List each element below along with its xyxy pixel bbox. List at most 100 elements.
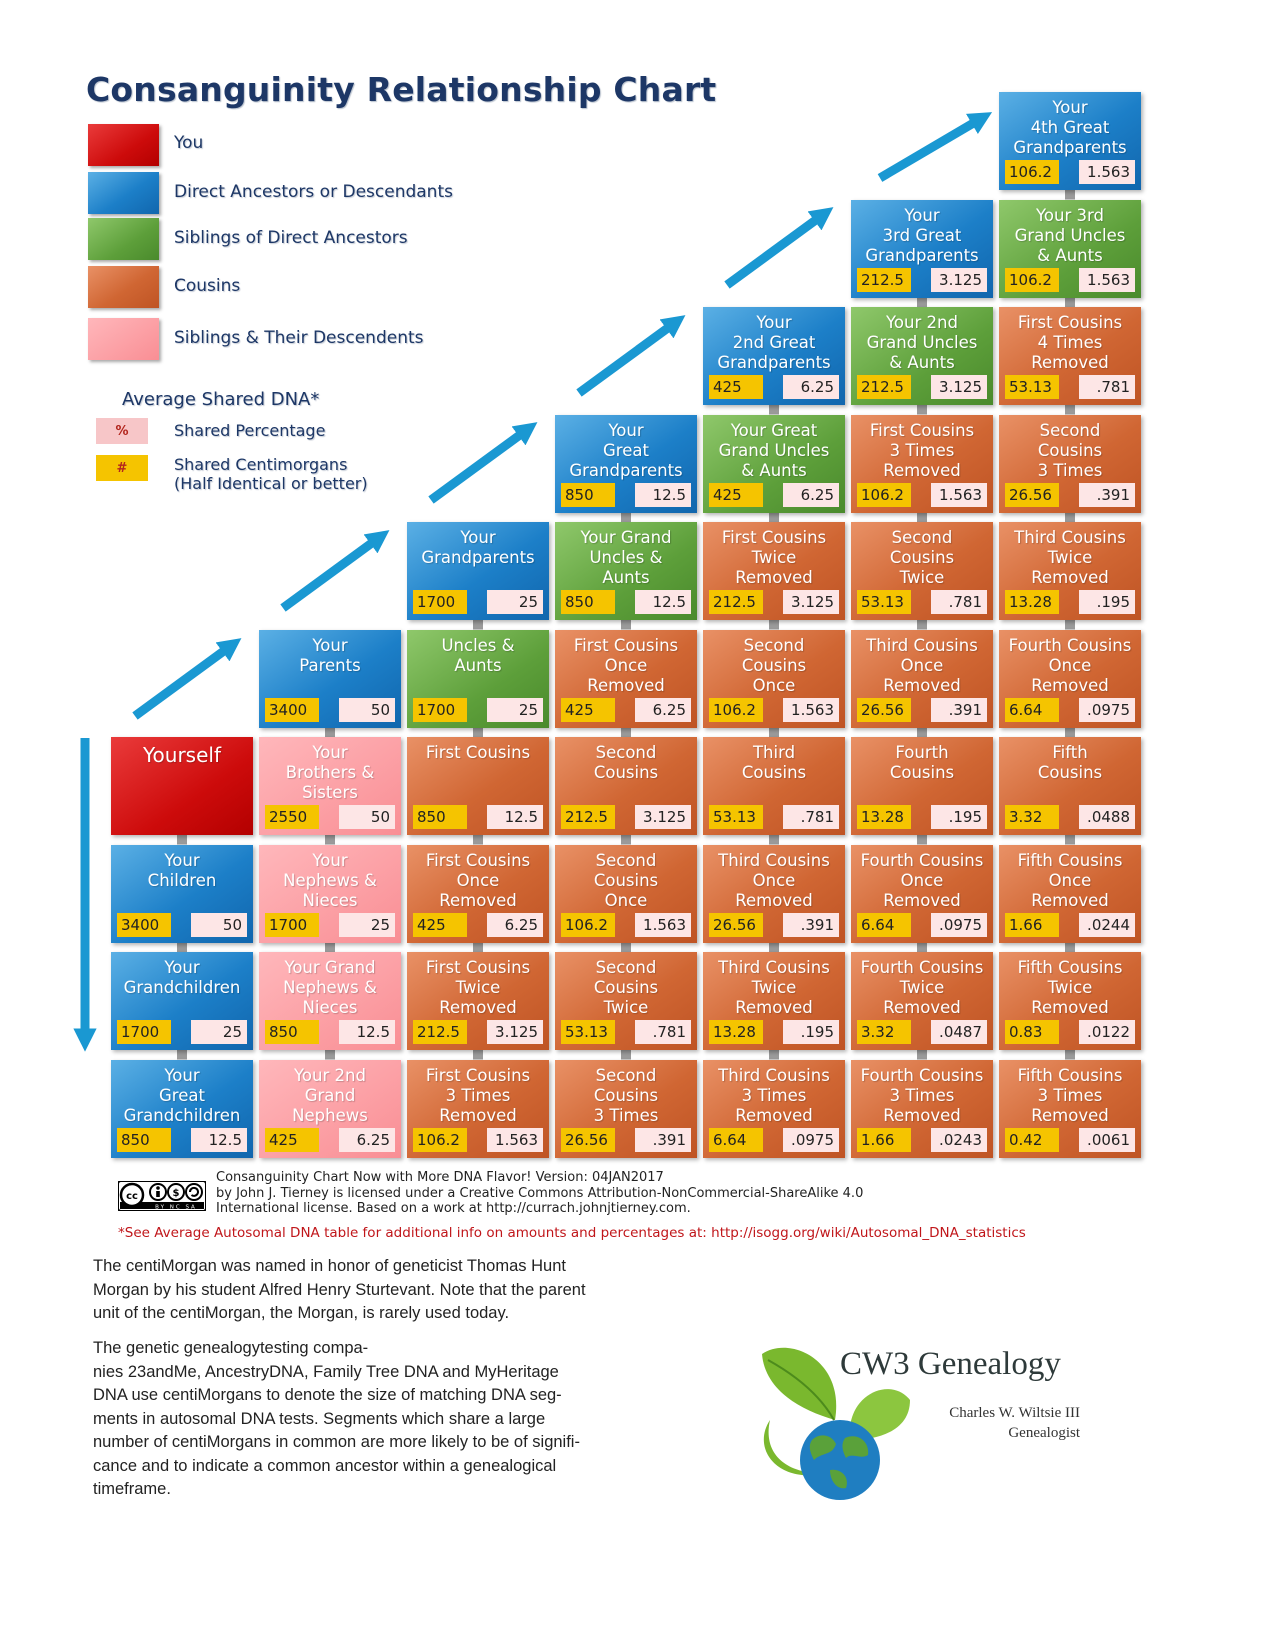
cell-connector <box>769 1050 779 1060</box>
shared-centimorgans-badge: 3.32 <box>1005 805 1059 829</box>
relationship-label: Your Grandparents <box>421 528 535 567</box>
shared-percentage-badge: 25 <box>339 912 395 937</box>
percent-key-label: Shared Percentage <box>174 421 326 440</box>
cell-connector <box>769 942 779 952</box>
relationship-label: Third Cousins Once Removed <box>718 850 830 910</box>
shared-centimorgans-badge: 425 <box>413 912 467 937</box>
relationship-label: Third Cousins Twice Removed <box>1014 528 1126 587</box>
shared-centimorgans-badge: 212.5 <box>857 375 911 399</box>
shared-centimorgans-badge: 1700 <box>413 697 467 722</box>
relationship-cell: Third Cousins 3 Times Removed 6.64 .0975 <box>703 1059 845 1158</box>
shared-centimorgans-badge: 3400 <box>265 697 319 722</box>
shared-percentage-badge: 6.25 <box>339 1127 395 1152</box>
cell-connector <box>473 1050 483 1060</box>
relationship-cell: Third Cousins 53.13 .781 <box>703 737 845 835</box>
shared-centimorgans-badge: 1.66 <box>1005 912 1059 937</box>
shared-centimorgans-badge: 106.2 <box>413 1127 467 1152</box>
relationship-cell: Fifth Cousins 3.32 .0488 <box>999 737 1141 835</box>
relationship-label: Second Cousins Once <box>593 850 659 910</box>
shared-centimorgans-badge: 2550 <box>265 805 319 829</box>
relationship-cell: First Cousins 3 Times Removed 106.2 1.563 <box>851 414 993 513</box>
relationship-cell: Second Cousins Once 106.2 1.563 <box>703 629 845 728</box>
cell-connector <box>621 512 631 522</box>
shared-percentage-badge: 1.563 <box>931 482 987 507</box>
relationship-label: Uncles & Aunts <box>441 635 515 675</box>
cell-connector <box>473 835 483 845</box>
shared-centimorgans-badge: 425 <box>265 1127 319 1152</box>
centimorgan-history-paragraph: The centiMorgan was named in honor of ge… <box>93 1257 586 1322</box>
shared-percentage-badge: .781 <box>783 805 839 829</box>
relationship-label: Your 2nd Grand Uncles & Aunts <box>866 313 978 372</box>
shared-centimorgans-badge: 0.42 <box>1005 1127 1059 1152</box>
shared-centimorgans-badge: 53.13 <box>709 805 763 829</box>
relationship-cell: Fourth Cousins Twice Removed 3.32 .0487 <box>851 952 993 1050</box>
shared-centimorgans-badge: 6.64 <box>709 1127 763 1152</box>
relationship-label: Yourself <box>142 743 222 767</box>
shared-percentage-badge: 6.25 <box>487 912 543 937</box>
relationship-label: First Cousins Twice Removed <box>425 958 531 1017</box>
relationship-cell: Fifth Cousins 3 Times Removed 0.42 .0061 <box>999 1059 1141 1158</box>
relationship-cell: Your Grand Nephews & Nieces 850 12.5 <box>259 952 401 1050</box>
svg-text:$: $ <box>173 1188 180 1199</box>
legend-label-cousin: Cousins <box>174 276 241 296</box>
relationship-cell: Yourself <box>111 737 253 835</box>
shared-percentage-badge: .391 <box>931 697 987 722</box>
shared-percentage-badge: 25 <box>487 590 543 614</box>
relationship-cell: Fourth Cousins 13.28 .195 <box>851 737 993 835</box>
cell-connector <box>621 835 631 845</box>
relationship-cell: First Cousins 3 Times Removed 106.2 1.563 <box>407 1059 549 1158</box>
shared-centimorgans-badge: 6.64 <box>1005 697 1059 722</box>
shared-percentage-badge: 1.563 <box>783 697 839 722</box>
relationship-label: First Cousins <box>425 743 531 762</box>
relationship-cell: Your Children 3400 50 <box>111 844 253 943</box>
relationship-cell: Your 3rd Great Grandparents 212.5 3.125 <box>851 199 993 298</box>
relationship-label: First Cousins 3 Times Removed <box>425 1065 531 1125</box>
shared-percentage-badge: .195 <box>1079 590 1135 614</box>
relationship-cell: Your Brothers & Sisters 2550 50 <box>259 737 401 835</box>
ancestry-arrow <box>877 112 993 182</box>
shared-percentage-badge: 1.563 <box>487 1127 543 1152</box>
relationship-label: Second Cousins Twice <box>593 958 659 1017</box>
shared-percentage-badge: 12.5 <box>191 1127 247 1152</box>
relationship-cell: First Cousins Once Removed 425 6.25 <box>555 629 697 728</box>
shared-centimorgans-badge: 106.2 <box>561 912 615 937</box>
isogg-reference-note: *See Average Autosomal DNA table for add… <box>118 1225 1026 1241</box>
centimorgan-usage-paragraph: The genetic genealogytesting compa- nies… <box>93 1339 580 1498</box>
cell-connector <box>917 1050 927 1060</box>
ancestry-arrow <box>132 638 242 720</box>
legend-swatch-sibling-desc <box>88 318 159 360</box>
shared-centimorgans-badge: 212.5 <box>413 1020 467 1044</box>
relationship-label: Fourth Cousins 3 Times Removed <box>860 1065 984 1125</box>
cell-connector <box>621 1050 631 1060</box>
shared-centimorgans-badge: 850 <box>265 1020 319 1044</box>
shared-percentage-badge: 1.563 <box>635 912 691 937</box>
shared-percentage-badge: 50 <box>339 697 395 722</box>
relationship-cell: Second Cousins Twice 53.13 .781 <box>555 952 697 1050</box>
shared-percentage-badge: .195 <box>783 1020 839 1044</box>
shared-centimorgans-badge: 13.28 <box>857 805 911 829</box>
shared-percentage-badge: 6.25 <box>635 697 691 722</box>
cell-connector <box>769 727 779 737</box>
relationship-cell: Your Great Grandchildren 850 12.5 <box>111 1059 253 1158</box>
shared-centimorgans-badge: 53.13 <box>857 590 911 614</box>
cell-connector <box>769 835 779 845</box>
shared-centimorgans-badge: 212.5 <box>561 805 615 829</box>
relationship-cell: Second Cousins 3 Times 26.56 .391 <box>555 1059 697 1158</box>
relationship-label: Fourth Cousins <box>889 743 955 782</box>
relationship-label: Third Cousins 3 Times Removed <box>718 1065 830 1125</box>
shared-centimorgans-badge: 1700 <box>117 1020 171 1044</box>
relationship-label: Your 2nd Grand Nephews <box>292 1065 368 1125</box>
shared-percentage-badge: .0061 <box>1079 1127 1135 1152</box>
relationship-cell: Second Cousins Twice 53.13 .781 <box>851 522 993 620</box>
relationship-cell: Uncles & Aunts 1700 25 <box>407 629 549 728</box>
shared-centimorgans-badge: 26.56 <box>1005 482 1059 507</box>
relationship-cell: Your Nephews & Nieces 1700 25 <box>259 844 401 943</box>
relationship-label: Your Great Grand Uncles & Aunts <box>718 420 830 480</box>
relationship-cell: Fifth Cousins Once Removed 1.66 .0244 <box>999 844 1141 943</box>
shared-percentage-badge: 12.5 <box>635 590 691 614</box>
shared-centimorgans-badge: 53.13 <box>561 1020 615 1044</box>
relationship-cell: Fourth Cousins Once Removed 6.64 .0975 <box>851 844 993 943</box>
shared-centimorgans-badge: 106.2 <box>709 697 763 722</box>
relationship-label: Your Grand Uncles & Aunts <box>580 528 672 587</box>
cell-connector <box>1065 835 1075 845</box>
